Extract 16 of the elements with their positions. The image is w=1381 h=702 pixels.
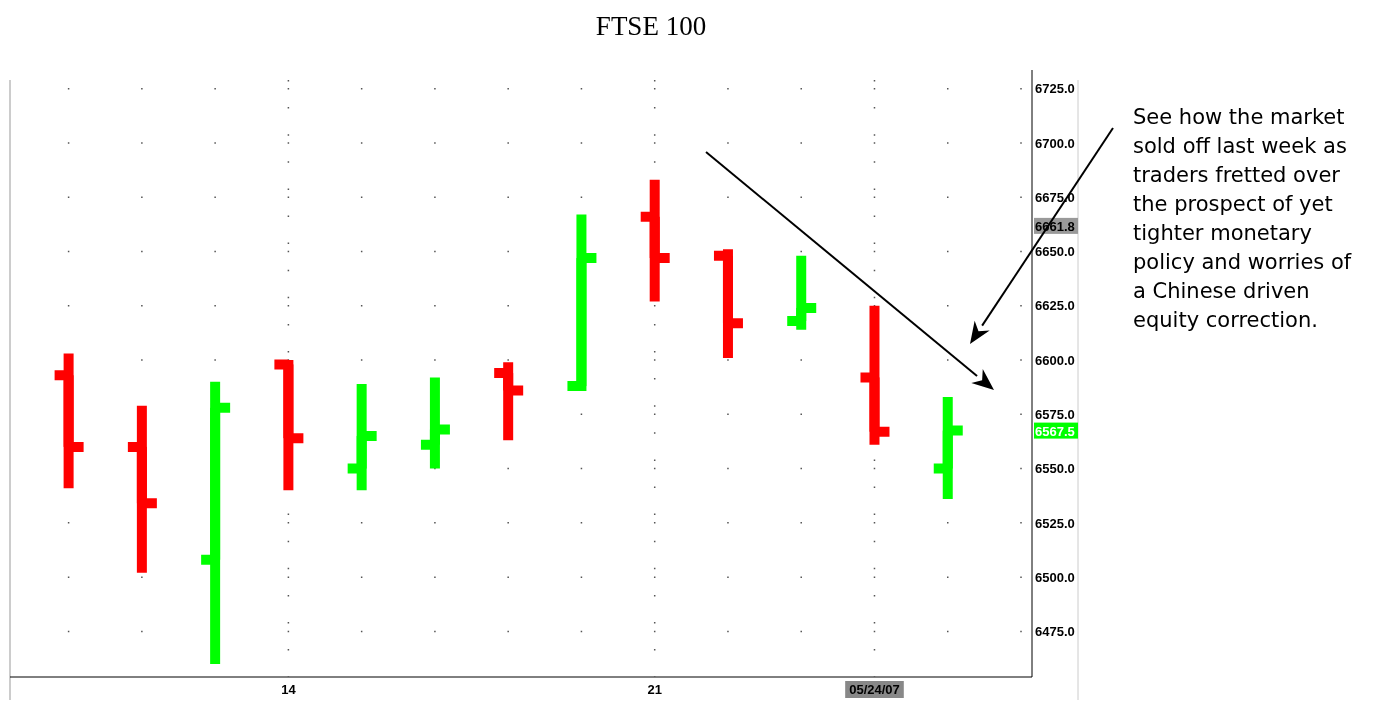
chart-title: FTSE 100 [595, 11, 707, 41]
x-tick-label: 05/24/07 [849, 682, 900, 697]
y-tick-label: 6475.0 [1035, 624, 1075, 640]
y-tick-label: 6500.0 [1035, 569, 1075, 585]
y-tick-label: 6725.0 [1035, 81, 1075, 97]
y-tick-label: 6525.0 [1035, 515, 1075, 531]
y-tick-label: 6625.0 [1035, 298, 1075, 314]
y-tick-label: 6550.0 [1035, 461, 1075, 477]
x-tick-label: 21 [647, 682, 662, 697]
y-tick-label: 6700.0 [1035, 135, 1075, 151]
text: See how the market sold off last week as traders fretted over the prospect of yet tighter monetary policy and worries of a Chinese driven equity correction. [1133, 104, 1353, 334]
y-tick-label: 6600.0 [1035, 352, 1075, 368]
y-tick-label: 6650.0 [1035, 244, 1075, 260]
annotation: 6567.5 [1035, 423, 1075, 439]
x-tick-label: 14 [281, 682, 297, 697]
y-tick-label: 6575.0 [1035, 406, 1075, 422]
